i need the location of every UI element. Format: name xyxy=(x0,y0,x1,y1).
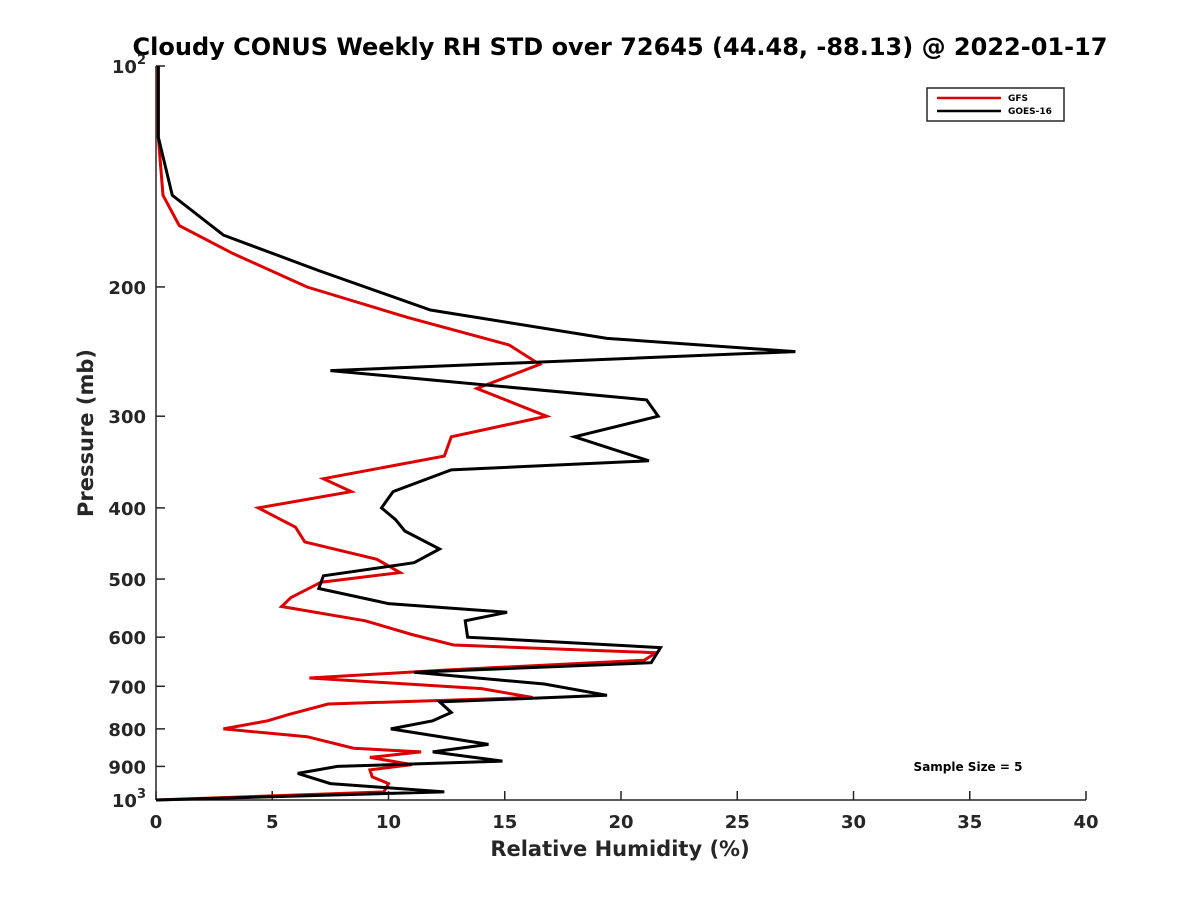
series-line-goes-16 xyxy=(155,66,796,802)
chart-title: Cloudy CONUS Weekly RH STD over 72645 (4… xyxy=(133,33,1108,61)
legend-label-goes-16: GOES-16 xyxy=(1008,107,1052,117)
y-tick-label: 300 xyxy=(108,407,146,428)
series-layer xyxy=(155,66,796,802)
x-tick-label: 35 xyxy=(957,812,982,833)
x-tick-label: 5 xyxy=(266,812,279,833)
x-tick-label: 20 xyxy=(608,812,633,833)
x-tick-label: 10 xyxy=(376,812,401,833)
y-tick-label: 800 xyxy=(108,720,146,741)
series-line-gfs xyxy=(155,66,661,802)
x-tick-label: 0 xyxy=(150,812,163,833)
y-tick-label: 200 xyxy=(108,278,146,299)
y-tick-label: 103 xyxy=(112,787,146,812)
y-axis-label: Pressure (mb) xyxy=(74,349,98,517)
legend-box xyxy=(926,87,1065,122)
legend-label-gfs: GFS xyxy=(1008,94,1028,104)
y-tick-label: 900 xyxy=(108,757,146,778)
x-tick-label: 40 xyxy=(1073,812,1098,833)
sample-size-annotation: Sample Size = 5 xyxy=(914,760,1023,774)
y-tick-label: 600 xyxy=(108,628,146,649)
x-axis-label: Relative Humidity (%) xyxy=(490,837,749,861)
y-tick-label: 700 xyxy=(108,677,146,698)
y-axis-ticks: 102 200 300 400 500 600 700 800 900 103 xyxy=(108,53,165,812)
x-tick-label: 15 xyxy=(492,812,517,833)
y-tick-label: 400 xyxy=(108,499,146,520)
y-tick-label: 102 xyxy=(112,53,146,78)
axes xyxy=(155,66,1086,801)
x-tick-label: 25 xyxy=(725,812,750,833)
legend: GFS GOES-16 xyxy=(926,87,1065,122)
y-tick-label: 500 xyxy=(108,570,146,591)
x-axis-ticks: 0 5 10 15 20 25 30 35 40 xyxy=(150,791,1099,833)
x-tick-label: 30 xyxy=(841,812,866,833)
